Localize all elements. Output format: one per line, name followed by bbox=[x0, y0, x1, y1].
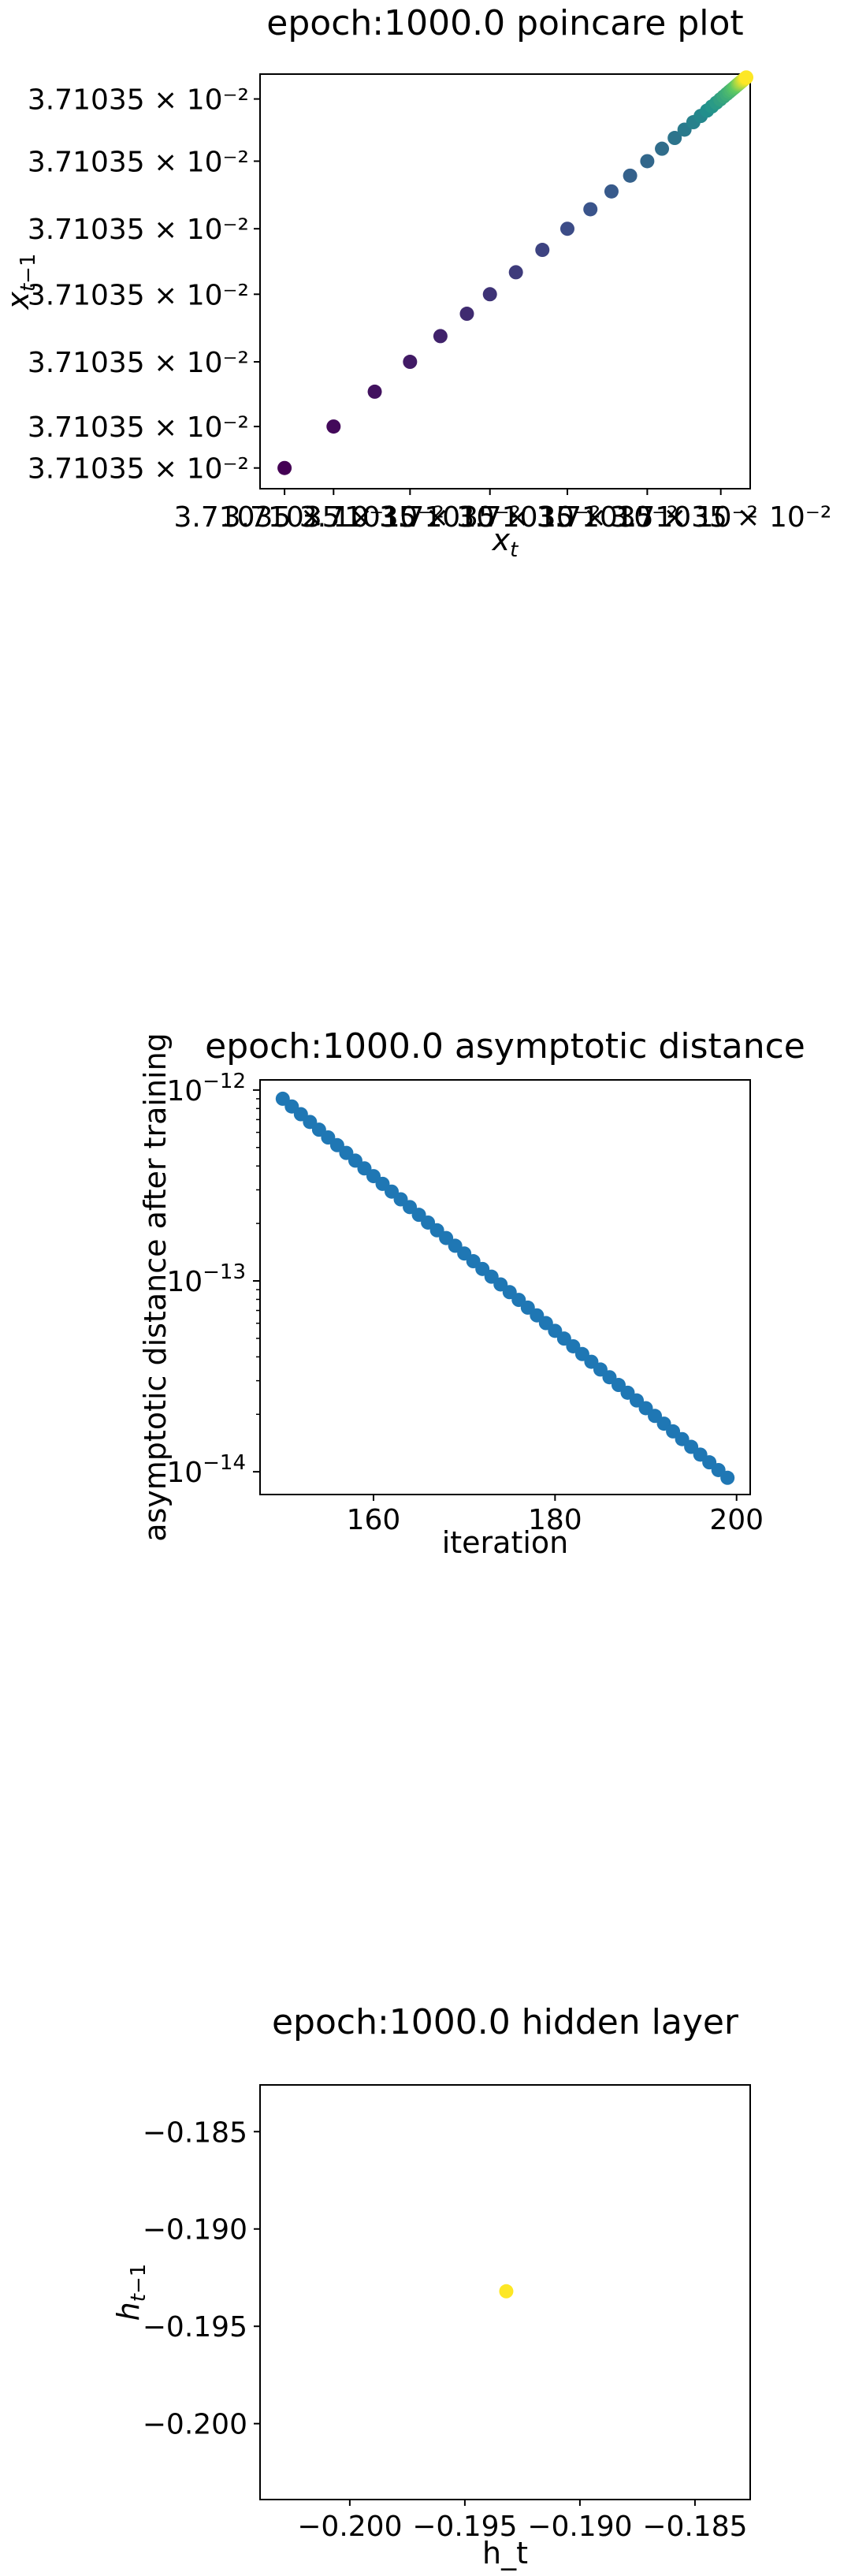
x-tick-label: 3.71035 × 10⁻² bbox=[223, 501, 444, 534]
x-tick-label: 3.71035 × 10⁻² bbox=[537, 501, 758, 534]
y-tick-label: 3.71035 × 10⁻² bbox=[28, 347, 249, 379]
scatter-point bbox=[459, 307, 474, 322]
y-tick-label: 3.71035 × 10⁻² bbox=[28, 453, 249, 486]
scatter-point bbox=[720, 1470, 735, 1485]
scatter-point bbox=[623, 168, 638, 183]
x-tick-label: 3.71035 × 10⁻² bbox=[299, 501, 521, 534]
scatter-point bbox=[583, 202, 598, 217]
chart-title: epoch:1000.0 asymptotic distance bbox=[205, 1026, 805, 1067]
y-tick-label: −0.190 bbox=[143, 2214, 247, 2247]
scatter-points bbox=[277, 70, 754, 475]
x-axis-label: h_t bbox=[482, 2536, 528, 2570]
chart-title: epoch:1000.0 hidden layer bbox=[272, 2002, 739, 2042]
scatter-point bbox=[482, 287, 497, 302]
y-tick-label: −0.195 bbox=[143, 2311, 247, 2343]
y-tick-label: 3.71035 × 10⁻² bbox=[28, 146, 249, 178]
y-tick-label: −0.200 bbox=[143, 2409, 247, 2441]
scatter-point bbox=[499, 2284, 514, 2299]
x-tick-label: −0.185 bbox=[642, 2511, 747, 2543]
plot-frame bbox=[259, 1079, 751, 1495]
y-tick-label: 10−13 bbox=[166, 1260, 246, 1298]
x-tick-labels: 3.71035 × 10⁻²3.71035 × 10⁻²3.71035 × 10… bbox=[174, 501, 832, 534]
scatter-point bbox=[739, 70, 754, 85]
y-axis-label: xt−1 bbox=[1, 253, 40, 310]
x-tick-label: −0.195 bbox=[412, 2511, 517, 2543]
y-tick-label: 3.71035 × 10⁻² bbox=[28, 411, 249, 444]
scatter-point bbox=[433, 329, 448, 344]
y-tick-labels: 3.71035 × 10⁻² 3.71035 × 10⁻² 3.71035 × 10… bbox=[28, 84, 249, 486]
y-axis-label: asymptotic distance after training bbox=[138, 1033, 173, 1542]
y-axis-label: ht−1 bbox=[111, 2264, 151, 2321]
y-tick-label: 10−12 bbox=[166, 1070, 246, 1107]
scatter-point bbox=[604, 184, 619, 199]
y-tick-label: 3.71035 × 10⁻² bbox=[28, 84, 249, 117]
x-tick-label: 200 bbox=[709, 1504, 764, 1536]
x-tick-labels: 160 180 200 bbox=[347, 1504, 764, 1536]
y-tick-label: −0.185 bbox=[143, 2116, 247, 2149]
scatter-point bbox=[326, 419, 341, 434]
x-tick-label: 3.71035 × 10⁻² bbox=[610, 501, 831, 534]
scatter-point bbox=[559, 221, 574, 236]
plot-frame bbox=[259, 73, 751, 490]
scatter-points bbox=[499, 2284, 514, 2299]
scatter-point bbox=[508, 265, 523, 280]
x-tick-label: −0.200 bbox=[297, 2511, 402, 2543]
x-tick-label: 3.71035 × 10⁻² bbox=[174, 501, 396, 534]
y-minor-ticks bbox=[256, 1098, 260, 1415]
scatter-point bbox=[535, 243, 550, 258]
x-axis-label: iteration bbox=[442, 1525, 569, 1560]
scatter-point bbox=[667, 131, 682, 146]
asymptotic-distance-chart: epoch:1000.0 asymptotic distance 10−1410… bbox=[138, 1026, 805, 1560]
x-axis-label: xt bbox=[492, 523, 519, 562]
plot-frame bbox=[259, 2084, 751, 2500]
scatter-point bbox=[277, 460, 292, 475]
x-tick-label: 160 bbox=[347, 1504, 401, 1536]
x-tick-label: 180 bbox=[528, 1504, 582, 1536]
scatter-points bbox=[275, 1091, 735, 1485]
scatter-point bbox=[655, 141, 670, 156]
scatter-point bbox=[640, 154, 655, 169]
x-tick-label: −0.190 bbox=[527, 2511, 632, 2543]
y-tick-labels: −0.200 −0.195 −0.190 −0.185 bbox=[143, 2116, 247, 2440]
y-tick-labels: 10−14 10−13 10−12 bbox=[166, 1070, 246, 1489]
poincare-plot-chart: epoch:1000.0 poincare plot 3.71035 × 10⁻… bbox=[1, 3, 832, 562]
y-tick-label: 10−14 bbox=[166, 1451, 246, 1489]
x-tick-label: 3.71035 × 10⁻² bbox=[456, 501, 678, 534]
scatter-point bbox=[367, 384, 382, 399]
x-tick-label: 3.71035 × 10⁻² bbox=[379, 501, 600, 534]
scatter-point bbox=[403, 355, 418, 370]
y-tick-label: 3.71035 × 10⁻² bbox=[28, 279, 249, 311]
y-tick-label: 3.71035 × 10⁻² bbox=[28, 214, 249, 246]
chart-title: epoch:1000.0 poincare plot bbox=[266, 3, 743, 43]
x-tick-labels: −0.200 −0.195 −0.190 −0.185 bbox=[297, 2511, 747, 2543]
hidden-layer-chart: epoch:1000.0 hidden layer −0.200−0.195−0… bbox=[111, 2002, 751, 2570]
